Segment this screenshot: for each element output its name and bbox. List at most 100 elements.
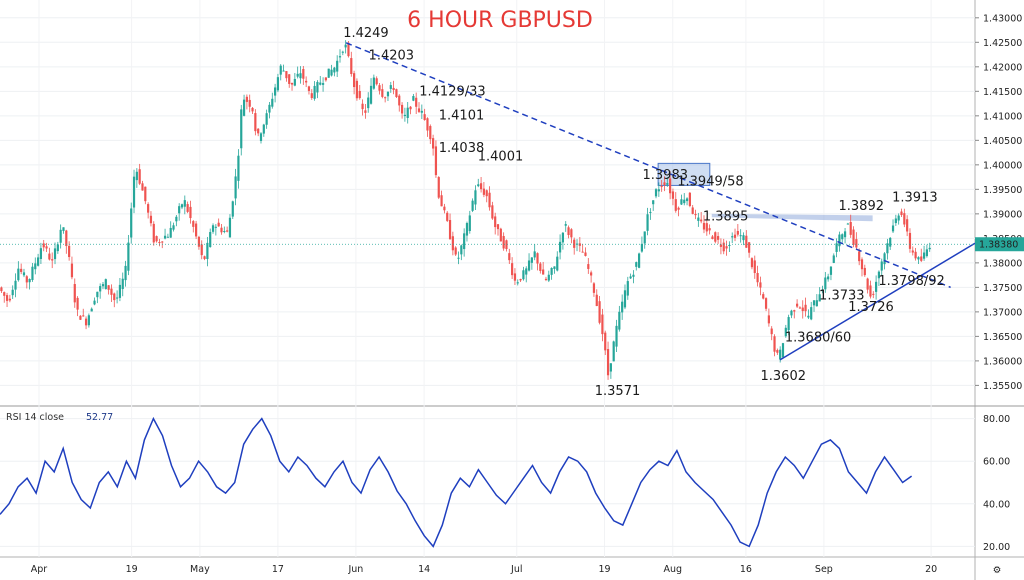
candle-body [68, 245, 71, 258]
candle-body [544, 278, 548, 281]
candle-body [113, 293, 116, 301]
candle-body [333, 67, 336, 73]
candle-body [731, 236, 734, 238]
price-annotation: 1.4001 [478, 149, 524, 164]
price-annotation: 1.4038 [439, 141, 485, 156]
candle-body [911, 250, 914, 253]
candle-body [821, 289, 824, 292]
candle-body [87, 315, 90, 326]
candle-body [587, 264, 590, 269]
candle-body [307, 86, 311, 91]
candle-body [677, 207, 680, 210]
candle-body [183, 200, 186, 207]
rsi-label: RSI 14 close [6, 412, 64, 423]
candle-body [511, 263, 514, 276]
time-tick-label: 20 [925, 564, 937, 575]
candle-body [437, 177, 440, 198]
price-tick-label: 1.38000 [983, 258, 1022, 269]
candle-body [694, 213, 697, 216]
candle-body [262, 124, 265, 134]
candle-body [172, 225, 175, 230]
price-annotation: 1.4203 [369, 48, 415, 63]
candle-body [525, 268, 528, 275]
candle-body [570, 229, 573, 238]
candle-body [908, 232, 912, 249]
candle-body [688, 192, 691, 206]
candle-body [310, 93, 313, 99]
candle-body [635, 262, 638, 267]
candle-body [231, 201, 234, 217]
candle-body [869, 285, 872, 297]
candle-body [812, 300, 816, 306]
candle-body [375, 78, 378, 85]
candle-body [581, 251, 584, 253]
candle-body [733, 234, 737, 238]
candle-body [663, 182, 666, 185]
candle-body [265, 113, 268, 125]
candle-body [875, 281, 878, 292]
candle-body [801, 307, 804, 312]
candle-body [5, 295, 9, 301]
candle-body [612, 341, 615, 362]
candle-body [242, 99, 246, 116]
candle-body [115, 297, 119, 299]
candle-body [829, 266, 833, 275]
candle-body [807, 315, 810, 318]
candle-body [900, 211, 903, 216]
candle-body [841, 234, 844, 240]
candle-body [361, 103, 364, 110]
candle-body [714, 232, 717, 242]
candle-body [245, 96, 248, 102]
candle-body [508, 253, 511, 261]
candle-body [533, 251, 536, 258]
candle-body [195, 223, 198, 237]
candle-body [285, 71, 288, 79]
price-annotation: 1.3602 [761, 369, 807, 384]
candle-body [925, 249, 928, 257]
candle-body [203, 256, 206, 259]
candle-body [891, 225, 895, 232]
candle-body [474, 190, 477, 205]
candle-body [20, 268, 23, 272]
candle-body [79, 315, 82, 320]
candle-body [496, 224, 500, 230]
candle-body [276, 77, 280, 91]
candle-body [141, 183, 144, 191]
candle-body [330, 69, 333, 76]
candle-body [25, 276, 28, 283]
candle-body [530, 257, 533, 263]
candle-body [443, 206, 446, 211]
candle-body [832, 255, 835, 263]
time-tick-label: Jun [347, 564, 363, 575]
candle-body [623, 290, 627, 308]
candle-body [649, 211, 652, 213]
candle-body [211, 225, 215, 232]
candle-body [406, 107, 409, 119]
candle-body [429, 126, 432, 140]
current-price-tag [975, 237, 1024, 252]
candle-body [415, 97, 418, 107]
price-annotation: 1.3913 [892, 190, 938, 205]
settings-gear-icon[interactable]: ⚙ [993, 565, 1002, 576]
candle-body [640, 243, 644, 252]
candle-body [683, 199, 686, 204]
candle-body [101, 284, 105, 287]
candle-body [192, 221, 195, 227]
price-tick-label: 1.40000 [983, 160, 1022, 171]
candle-body [324, 77, 327, 81]
candle-body [553, 266, 556, 269]
candle-body [189, 206, 192, 219]
candle-body [53, 248, 57, 260]
candle-body [753, 260, 756, 274]
candle-body [17, 268, 20, 281]
candle-body [482, 188, 486, 195]
candle-body [810, 307, 813, 320]
candle-body [793, 310, 796, 312]
candle-body [248, 99, 251, 107]
candle-body [135, 171, 138, 181]
candle-body [499, 228, 502, 242]
candle-body [872, 293, 875, 295]
candle-body [121, 278, 124, 290]
candle-body [827, 276, 830, 280]
